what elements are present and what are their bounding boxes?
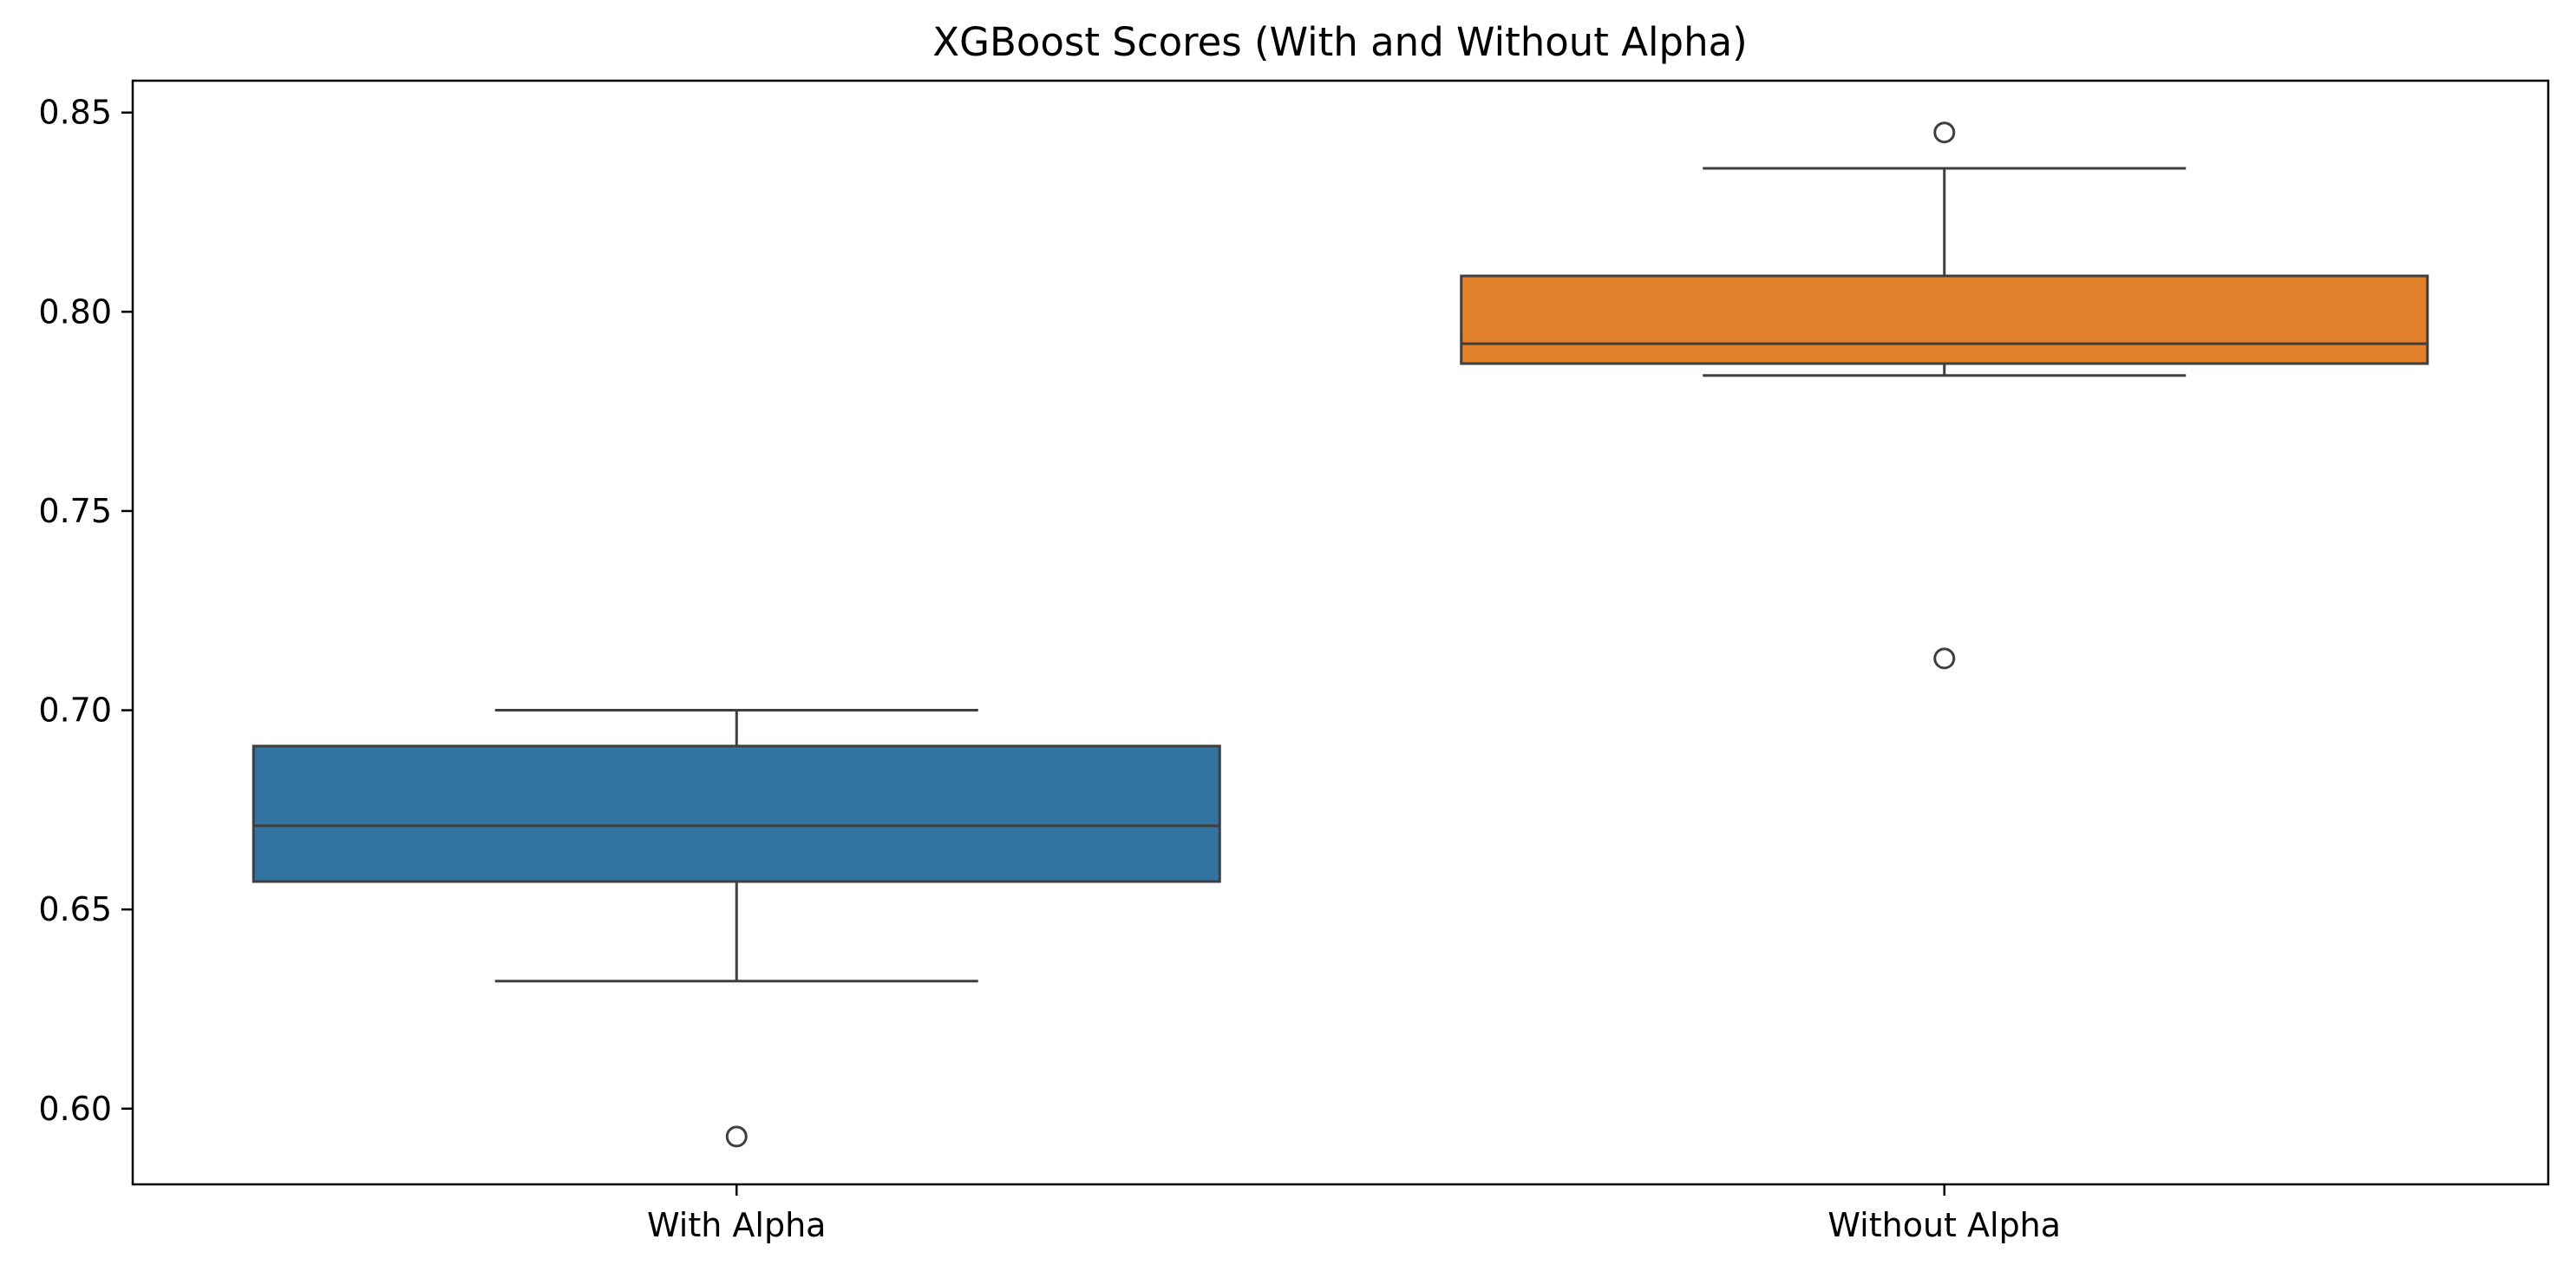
y-tick-label: 0.75 — [38, 492, 112, 530]
box-group — [252, 709, 1221, 1148]
box-iqr — [1460, 274, 2429, 365]
y-tick-label: 0.70 — [38, 692, 112, 730]
chart-title: XGBoost Scores (With and Without Alpha) — [932, 19, 1748, 65]
box-iqr — [252, 744, 1221, 883]
x-axis: With Alpha Without Alpha — [647, 1184, 2061, 1244]
x-tick-label: With Alpha — [647, 1206, 826, 1244]
outlier-point — [725, 1125, 748, 1148]
y-tick-label: 0.65 — [38, 890, 112, 928]
x-tick-label: Without Alpha — [1827, 1206, 2061, 1244]
y-tick-label: 0.80 — [38, 292, 112, 331]
axes-frame — [131, 79, 2550, 1186]
plot-area — [252, 121, 2429, 1148]
outlier-point — [1933, 647, 1956, 670]
y-tick-label: 0.85 — [38, 94, 112, 132]
box-group — [1460, 121, 2429, 670]
y-tick-label: 0.60 — [38, 1090, 112, 1128]
outlier-point — [1933, 121, 1956, 144]
y-axis: 0.60 0.65 0.70 0.75 0.80 0.85 — [38, 94, 133, 1128]
